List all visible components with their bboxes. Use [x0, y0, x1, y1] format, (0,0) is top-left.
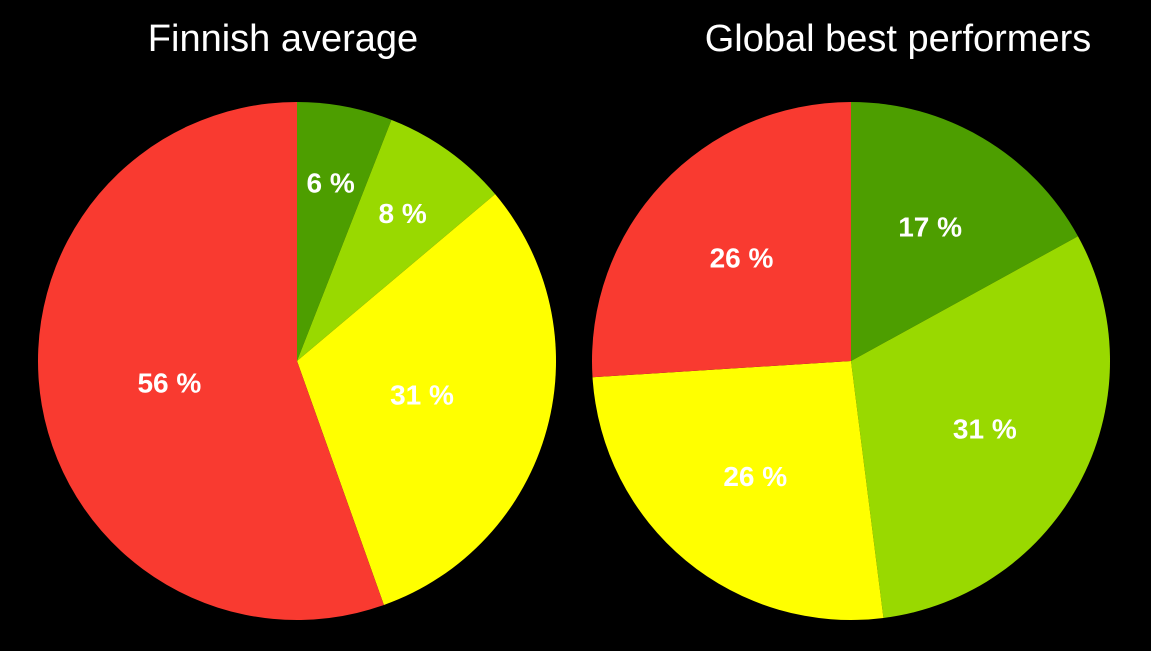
slice-data-label: 56 %: [137, 368, 201, 399]
slice-data-label: 31 %: [953, 414, 1017, 445]
pie-slice: [851, 236, 1110, 618]
pie-slice: [37, 102, 384, 620]
pie-finnish-average: 6 % 8 % 31 % 56 %: [37, 102, 557, 620]
pie-global-best-performers: 17 % 31 % 26 % 26 %: [592, 102, 1110, 620]
slice-data-label: 26 %: [710, 243, 774, 274]
slice-data-label: 6 %: [307, 167, 355, 198]
pie-slice: [851, 102, 1078, 361]
chart-title-global-best-performers: Global best performers: [704, 18, 1092, 60]
slice-data-label: 31 %: [390, 379, 454, 410]
pie-slice: [297, 102, 392, 361]
slice-data-label: 8 %: [379, 198, 427, 229]
pie-slice: [592, 102, 851, 378]
pie-slice: [297, 194, 557, 605]
chart-title-finnish-average: Finnish average: [147, 18, 419, 60]
pie-slice: [592, 361, 884, 620]
pie-slice: [297, 119, 496, 362]
slice-data-label: 26 %: [723, 461, 787, 492]
slice-data-label: 17 %: [898, 212, 962, 243]
